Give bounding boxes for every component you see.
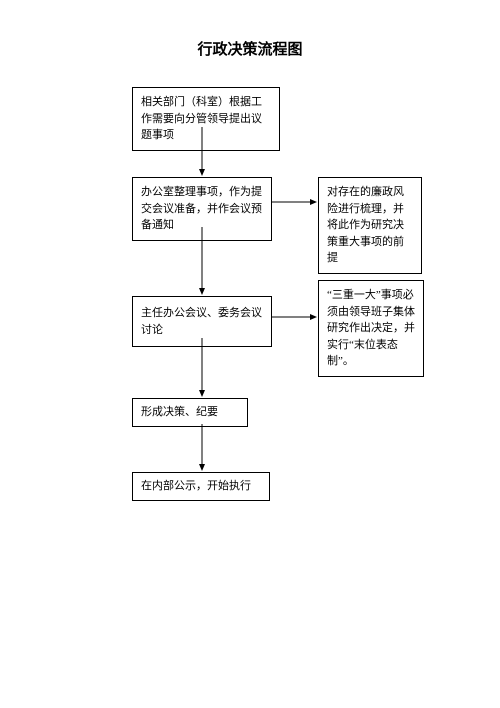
- flow-node-3-right-text: “三重一大”事项必须由领导班子集体研究作出决定，并实行“末位表态制”。: [327, 289, 415, 367]
- flow-node-3-text: 主任办公会议、委务会议讨论: [141, 307, 262, 336]
- flow-node-4-text: 形成决策、纪要: [141, 406, 218, 418]
- flow-node-1-text: 相关部门（科室）根据工作需要向分管领导提出议题事项: [141, 96, 262, 141]
- flow-node-4: 形成决策、纪要: [132, 398, 248, 427]
- flow-node-2-right-text: 对存在的廉政风险进行梳理，并将此作为研究决策重大事项的前提: [327, 186, 404, 264]
- flow-node-3-right: “三重一大”事项必须由领导班子集体研究作出决定，并实行“末位表态制”。: [318, 280, 424, 377]
- flow-node-5-text: 在内部公示，开始执行: [141, 480, 251, 492]
- page-title: 行政决策流程图: [0, 0, 500, 59]
- flow-node-2-right: 对存在的廉政风险进行梳理，并将此作为研究决策重大事项的前提: [318, 177, 422, 274]
- flow-node-5: 在内部公示，开始执行: [132, 472, 270, 501]
- flow-node-2: 办公室整理事项，作为提交会议准备，并作会议预备通知: [132, 177, 272, 241]
- flow-node-3: 主任办公会议、委务会议讨论: [132, 296, 272, 347]
- flow-node-2-text: 办公室整理事项，作为提交会议准备，并作会议预备通知: [141, 186, 262, 231]
- flow-node-1: 相关部门（科室）根据工作需要向分管领导提出议题事项: [132, 87, 280, 151]
